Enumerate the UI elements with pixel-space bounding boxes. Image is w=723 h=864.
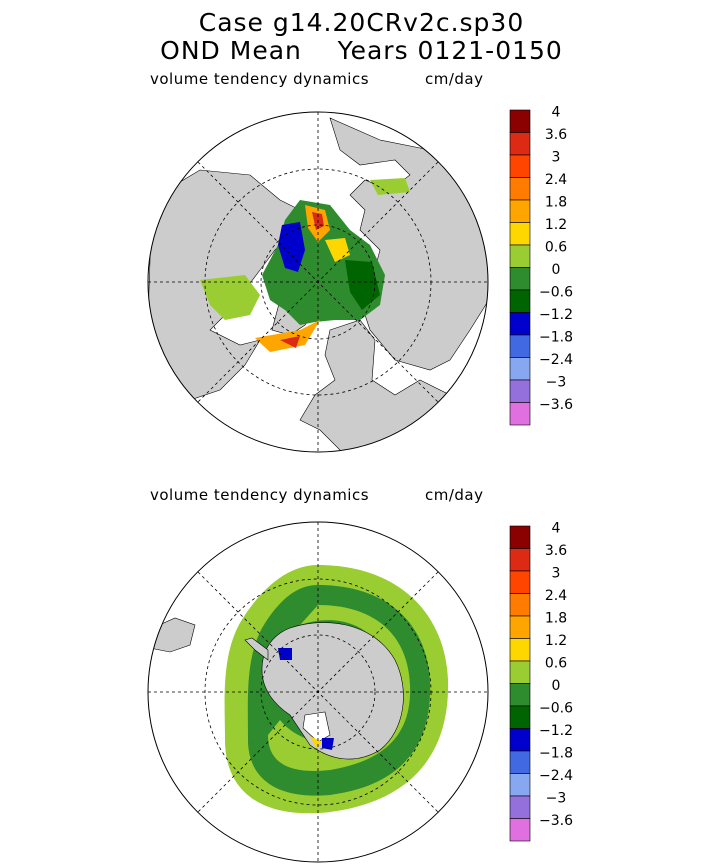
north-colorbar-tick-label: −0.6 [539, 285, 573, 301]
north-map-border [147, 111, 489, 453]
north-colorbar: 4 3.6 3 2.4 1.8 1.2 0.6 0 −0.6 −1.2 −1.8 −2.4 −3 −3.6 [509, 105, 573, 426]
south-colorbar-swatch [509, 705, 531, 729]
hudson-tendency-field [200, 275, 260, 320]
antarctica-land [261, 622, 404, 760]
north-colorbar-tick-label: −3 [546, 375, 567, 391]
north-polar-map [147, 111, 489, 453]
okhotsk-tendency-field [370, 178, 410, 195]
south-colorbar-swatch [509, 750, 531, 774]
north-land-layer [148, 117, 488, 452]
south-units-label: cm/day [425, 486, 484, 504]
south-colorbar-swatch [509, 728, 531, 752]
ross-negative-region [322, 738, 334, 750]
barents-positive-region [255, 320, 320, 352]
south-colorbar-tick-label: 3 [552, 566, 561, 582]
north-graticule [148, 112, 488, 452]
southern-ocean-middle-belt [268, 605, 411, 771]
south-map-border [147, 521, 489, 863]
south-colorbar-tick-label: 0 [552, 678, 561, 694]
north-colorbar-tick-label: 2.4 [545, 172, 567, 188]
south-colorbar-swatch [509, 615, 531, 639]
north-colorbar-tick-label: 1.8 [545, 195, 567, 211]
north-units-label: cm/day [425, 70, 484, 88]
arctic-negative-region [278, 222, 305, 272]
ross-positive-region [310, 736, 322, 748]
south-colorbar-tick-label: −3 [546, 791, 567, 807]
north-colorbar-tick-label: −2.4 [539, 352, 573, 368]
south-colorbar-swatch [509, 525, 531, 549]
north-colorbar-tick-label: −1.2 [539, 307, 573, 323]
north-colorbar-tick-label: 0 [552, 262, 561, 278]
north-colorbar-tick-label: −1.8 [539, 330, 573, 346]
north-variable-label: volume tendency dynamics [150, 70, 370, 88]
south-colorbar-swatch [509, 638, 531, 662]
south-colorbar-tick-label: −2.4 [539, 768, 573, 784]
figure-title-line1: Case g14.20CRv2c.sp30 [198, 8, 525, 37]
north-colorbar-tick-label: 0.6 [545, 240, 567, 256]
figure-title-line2: OND Mean Years 0121-0150 [160, 36, 563, 65]
south-colorbar-tick-label: −0.6 [539, 701, 573, 717]
south-colorbar-tick-label: 1.8 [545, 611, 567, 627]
south-colorbar-tick-label: −1.8 [539, 746, 573, 762]
south-colorbar-swatch [509, 795, 531, 819]
north-colorbar-tick-label: 1.2 [545, 217, 567, 233]
south-colorbar-tick-label: 2.4 [545, 588, 567, 604]
arctic-darkgreen-region [345, 260, 380, 310]
south-colorbar-tick-label: 4 [552, 521, 561, 537]
south-colorbar-swatch [509, 818, 531, 842]
weddell-negative-region [278, 648, 292, 660]
south-colorbar-swatch [509, 683, 531, 707]
south-colorbar-swatch [509, 593, 531, 617]
south-colorbar-swatch [509, 660, 531, 684]
north-colorbar-tick-label: −3.6 [539, 397, 573, 413]
north-colorbar-swatch [509, 402, 531, 426]
south-colorbar: 4 3.6 3 2.4 1.8 1.2 0.6 0 −0.6 −1.2 −1.8 −2.4 −3 −3.6 [509, 521, 573, 842]
barents-strong-positive-region [280, 336, 300, 348]
north-colorbar-tick-label: 4 [552, 105, 561, 121]
north-polar-map-panel: 4 3.6 3 2.4 1.8 1.2 0.6 0 −0.6 −1.2 −1.8 −2.4 −3 −3.6 [147, 105, 573, 453]
south-colorbar-swatch [509, 773, 531, 797]
south-polar-map [147, 521, 489, 863]
antarctic-peninsula-land [244, 637, 269, 661]
south-graticule [148, 522, 488, 862]
south-colorbar-tick-label: −3.6 [539, 813, 573, 829]
south-colorbar-tick-label: 3.6 [545, 543, 567, 559]
south-colorbar-tick-label: 0.6 [545, 656, 567, 672]
south-colorbar-swatch [509, 570, 531, 594]
south-colorbar-tick-label: −1.2 [539, 723, 573, 739]
south-colorbar-tick-label: 1.2 [545, 633, 567, 649]
north-colorbar-tick-label: 3 [552, 150, 561, 166]
north-colorbar-tick-label: 3.6 [545, 127, 567, 143]
south-variable-label: volume tendency dynamics [150, 486, 370, 504]
south-colorbar-swatch [509, 548, 531, 572]
